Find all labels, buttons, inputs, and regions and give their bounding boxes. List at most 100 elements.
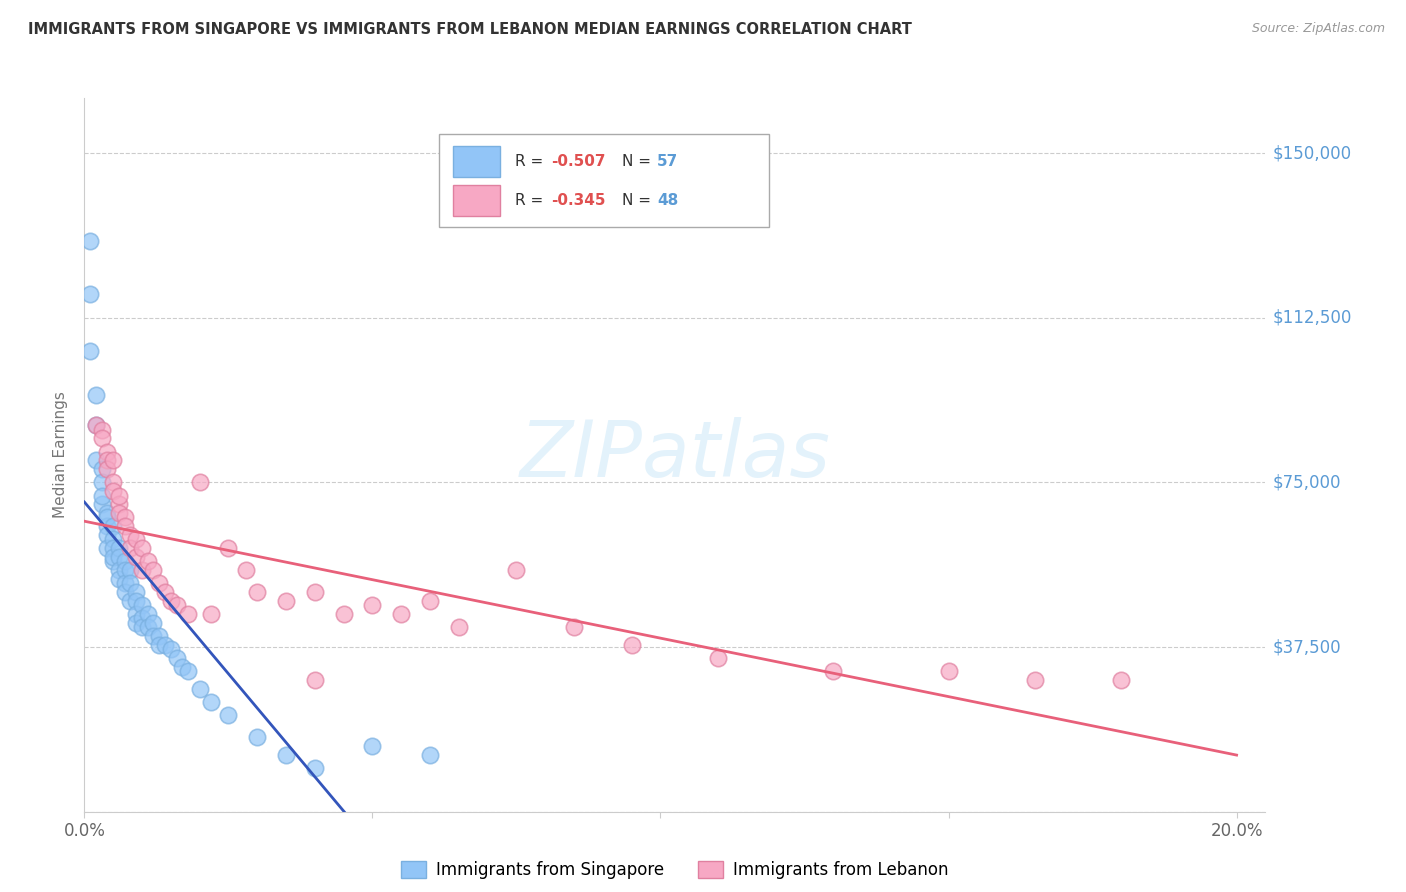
- Point: [114, 554, 136, 568]
- Point: [101, 519, 124, 533]
- Point: [120, 541, 142, 556]
- Point: [125, 615, 148, 630]
- Point: [96, 462, 118, 476]
- Point: [235, 563, 257, 577]
- Point: [246, 730, 269, 744]
- Point: [101, 549, 124, 564]
- Point: [505, 563, 527, 577]
- Point: [188, 475, 211, 490]
- Point: [108, 563, 131, 577]
- Text: N =: N =: [621, 154, 655, 169]
- Point: [153, 585, 176, 599]
- Text: 57: 57: [657, 154, 679, 169]
- Point: [120, 594, 142, 608]
- Point: [246, 585, 269, 599]
- Point: [101, 541, 124, 556]
- Point: [114, 510, 136, 524]
- Y-axis label: Median Earnings: Median Earnings: [53, 392, 69, 518]
- Text: -0.345: -0.345: [551, 193, 606, 208]
- Point: [136, 620, 159, 634]
- Point: [136, 607, 159, 621]
- Point: [166, 599, 188, 613]
- Point: [159, 642, 181, 657]
- Point: [114, 563, 136, 577]
- Point: [136, 554, 159, 568]
- Point: [79, 343, 101, 358]
- Point: [361, 739, 384, 753]
- Point: [108, 549, 131, 564]
- Point: [166, 651, 188, 665]
- Point: [274, 747, 297, 762]
- Point: [304, 761, 326, 775]
- Point: [159, 594, 181, 608]
- Point: [101, 533, 124, 547]
- Point: [120, 528, 142, 542]
- Point: [188, 681, 211, 696]
- Point: [142, 563, 165, 577]
- Text: $37,500: $37,500: [1272, 638, 1341, 656]
- Point: [96, 528, 118, 542]
- Text: IMMIGRANTS FROM SINGAPORE VS IMMIGRANTS FROM LEBANON MEDIAN EARNINGS CORRELATION: IMMIGRANTS FROM SINGAPORE VS IMMIGRANTS …: [28, 22, 912, 37]
- Text: $112,500: $112,500: [1272, 309, 1351, 326]
- Point: [90, 475, 112, 490]
- Point: [304, 585, 326, 599]
- Text: N =: N =: [621, 193, 655, 208]
- Point: [108, 489, 131, 503]
- Point: [114, 576, 136, 591]
- Point: [101, 475, 124, 490]
- Point: [707, 651, 730, 665]
- FancyBboxPatch shape: [439, 134, 769, 227]
- Legend: Immigrants from Singapore, Immigrants from Lebanon: Immigrants from Singapore, Immigrants fr…: [395, 854, 955, 886]
- Point: [389, 607, 412, 621]
- Point: [90, 432, 112, 446]
- Text: ZIPatlas: ZIPatlas: [519, 417, 831, 493]
- Point: [148, 638, 170, 652]
- Point: [84, 453, 107, 467]
- Point: [361, 599, 384, 613]
- Point: [96, 506, 118, 520]
- FancyBboxPatch shape: [453, 185, 501, 216]
- Point: [108, 572, 131, 586]
- Point: [131, 563, 153, 577]
- Point: [200, 607, 222, 621]
- Point: [96, 444, 118, 458]
- Point: [114, 519, 136, 533]
- Point: [131, 611, 153, 625]
- Point: [90, 497, 112, 511]
- Point: [101, 554, 124, 568]
- Point: [79, 234, 101, 248]
- Point: [84, 418, 107, 433]
- Point: [96, 510, 118, 524]
- Point: [419, 594, 441, 608]
- Text: $75,000: $75,000: [1272, 474, 1341, 491]
- Point: [217, 541, 239, 556]
- Point: [79, 286, 101, 301]
- Point: [153, 638, 176, 652]
- Point: [332, 607, 354, 621]
- Point: [142, 615, 165, 630]
- Point: [96, 541, 118, 556]
- Point: [304, 673, 326, 687]
- Point: [96, 519, 118, 533]
- Point: [131, 620, 153, 634]
- Point: [177, 607, 200, 621]
- Point: [108, 497, 131, 511]
- Point: [101, 453, 124, 467]
- Point: [125, 594, 148, 608]
- Point: [90, 423, 112, 437]
- Point: [217, 708, 239, 723]
- Text: Source: ZipAtlas.com: Source: ZipAtlas.com: [1251, 22, 1385, 36]
- Text: $150,000: $150,000: [1272, 144, 1351, 162]
- Point: [274, 594, 297, 608]
- Point: [131, 541, 153, 556]
- Point: [142, 629, 165, 643]
- Point: [108, 506, 131, 520]
- Point: [620, 638, 643, 652]
- Point: [200, 695, 222, 709]
- Text: R =: R =: [516, 193, 548, 208]
- Point: [823, 664, 845, 678]
- Text: R =: R =: [516, 154, 548, 169]
- Point: [125, 549, 148, 564]
- Point: [419, 747, 441, 762]
- Point: [90, 462, 112, 476]
